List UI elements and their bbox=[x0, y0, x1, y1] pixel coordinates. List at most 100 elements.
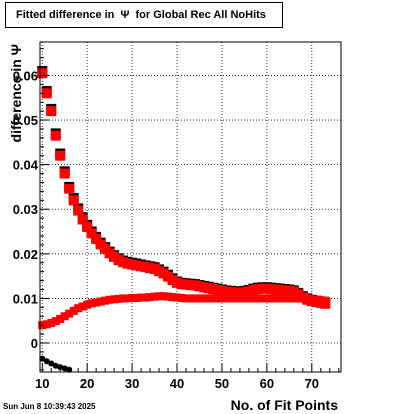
data-point bbox=[91, 234, 102, 245]
data-point bbox=[262, 294, 271, 303]
y-axis-title: difference in Ψ bbox=[8, 44, 24, 142]
data-point bbox=[208, 294, 217, 303]
data-point bbox=[289, 294, 298, 303]
series-black-dot bbox=[39, 355, 73, 373]
x-tick-label: 50 bbox=[215, 376, 229, 391]
timestamp-label: Sun Jun 8 10:39:43 2025 bbox=[3, 402, 96, 411]
data-point bbox=[110, 295, 119, 304]
data-point bbox=[146, 293, 155, 302]
x-tick-label: 60 bbox=[260, 376, 274, 391]
data-point bbox=[235, 294, 244, 303]
data-point bbox=[123, 294, 132, 303]
data-point bbox=[253, 294, 262, 303]
tick-labels: 10 20 30 40 50 60 70 0 0.01 0.02 0.03 0.04 0.05 0.06 bbox=[13, 68, 319, 391]
data-point bbox=[69, 306, 78, 315]
data-point bbox=[217, 294, 226, 303]
data-point bbox=[285, 294, 294, 303]
x-tick-label: 40 bbox=[170, 376, 184, 391]
data-point bbox=[64, 183, 75, 194]
data-point bbox=[41, 88, 52, 99]
data-point bbox=[222, 294, 231, 303]
data-point bbox=[150, 292, 159, 301]
data-point bbox=[190, 294, 199, 303]
data-point bbox=[173, 293, 182, 302]
data-point bbox=[271, 294, 280, 303]
data-point bbox=[307, 295, 316, 304]
data-point bbox=[267, 294, 276, 303]
data-point bbox=[199, 294, 208, 303]
axis-ticks bbox=[40, 48, 340, 372]
data-point bbox=[68, 195, 79, 206]
data-point bbox=[294, 294, 303, 303]
data-point bbox=[83, 300, 92, 309]
data-point bbox=[46, 106, 57, 117]
grid-lines bbox=[40, 42, 341, 372]
data-point bbox=[132, 293, 141, 302]
data-point bbox=[119, 294, 128, 303]
y-tick-label: 0.03 bbox=[13, 202, 38, 217]
data-point bbox=[50, 130, 61, 141]
data-point bbox=[74, 304, 83, 313]
data-point bbox=[55, 150, 66, 161]
data-point bbox=[47, 318, 56, 327]
y-tick-label: 0.06 bbox=[13, 68, 38, 83]
x-tick-label: 70 bbox=[305, 376, 319, 391]
data-point bbox=[177, 293, 186, 302]
y-tick-label: 0.04 bbox=[13, 158, 39, 173]
data-point bbox=[37, 68, 48, 79]
data-point bbox=[316, 296, 325, 305]
data-point bbox=[92, 298, 101, 307]
data-point bbox=[159, 292, 168, 301]
y-tick-label: 0.05 bbox=[13, 113, 38, 128]
data-point bbox=[114, 294, 123, 303]
data-point bbox=[231, 294, 240, 303]
series-red-square bbox=[37, 68, 331, 309]
data-point bbox=[77, 214, 88, 225]
data-point bbox=[213, 294, 222, 303]
x-axis-title: No. of Fit Points bbox=[231, 397, 339, 413]
data-point bbox=[244, 294, 253, 303]
x-tick-label: 10 bbox=[35, 376, 49, 391]
data-point bbox=[258, 294, 267, 303]
data-series bbox=[37, 65, 331, 373]
chart-title: Fitted difference in Ψ for Global Rec Al… bbox=[5, 2, 283, 28]
data-point bbox=[226, 294, 235, 303]
data-point bbox=[182, 294, 191, 303]
series-black-square bbox=[37, 65, 331, 308]
data-point bbox=[312, 295, 321, 304]
data-point bbox=[39, 355, 46, 362]
data-point bbox=[240, 294, 249, 303]
data-point bbox=[65, 309, 74, 318]
data-point bbox=[141, 293, 150, 302]
data-point bbox=[155, 292, 164, 301]
data-point bbox=[42, 320, 51, 329]
y-tick-label: 0.01 bbox=[13, 291, 38, 306]
data-point bbox=[43, 358, 50, 365]
y-tick-label: 0 bbox=[31, 336, 38, 351]
data-point bbox=[321, 296, 330, 305]
y-tick-label: 0.02 bbox=[13, 247, 38, 262]
data-point bbox=[60, 312, 69, 321]
data-point bbox=[101, 296, 110, 305]
plot-frame bbox=[39, 41, 342, 373]
data-point bbox=[78, 302, 87, 311]
data-point bbox=[204, 294, 213, 303]
data-point bbox=[48, 360, 55, 367]
data-point bbox=[59, 168, 70, 179]
data-point bbox=[164, 292, 173, 301]
data-point bbox=[298, 294, 307, 303]
data-point bbox=[195, 294, 204, 303]
data-point bbox=[186, 294, 195, 303]
data-point bbox=[276, 294, 285, 303]
data-point bbox=[51, 317, 60, 326]
x-tick-label: 30 bbox=[125, 376, 139, 391]
x-tick-label: 20 bbox=[80, 376, 94, 391]
data-point bbox=[82, 222, 93, 233]
data-point bbox=[96, 297, 105, 306]
data-point bbox=[168, 293, 177, 302]
data-point bbox=[86, 228, 97, 239]
data-point bbox=[73, 205, 84, 216]
data-point bbox=[87, 299, 96, 308]
data-point bbox=[303, 294, 312, 303]
